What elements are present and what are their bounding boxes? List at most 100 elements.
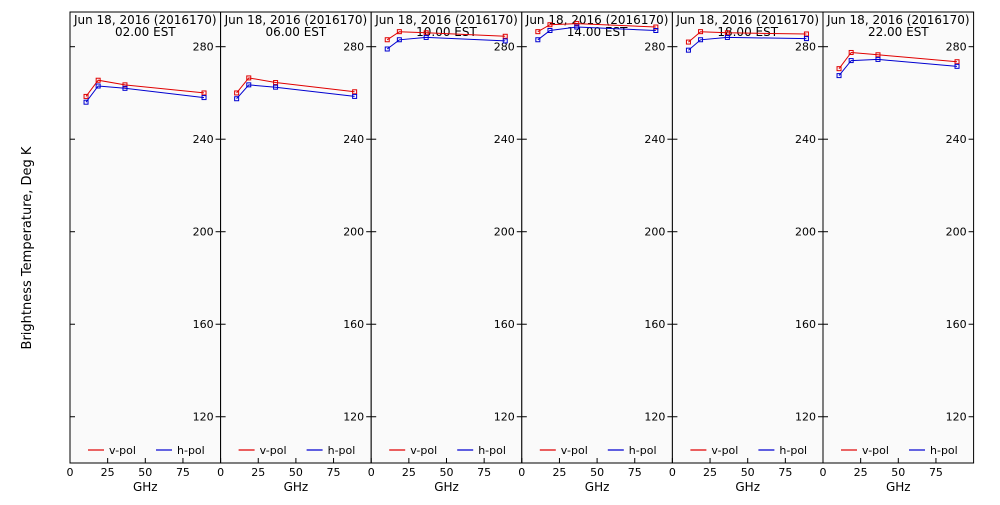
y-tick-label: 120: [795, 411, 816, 424]
panel-6: Jun 18, 2016 (2016170)22.00 EST 120 160 200…: [820, 11, 975, 494]
x-tick-label: 25: [854, 466, 868, 479]
data-point-h-pol: [95, 83, 101, 89]
y-tick-label: 120: [193, 411, 214, 424]
y-tick-label: 280: [494, 41, 515, 54]
data-point-h-pol: [685, 47, 691, 53]
series-line-h-pol: [537, 26, 656, 41]
panel-time: 06.00 EST: [266, 25, 327, 39]
data-point-h-pol: [848, 58, 854, 64]
data-point-h-pol: [875, 56, 881, 62]
data-point-v-pol: [122, 82, 128, 88]
data-point-v-pol: [273, 80, 279, 86]
x-tick-label: 0: [669, 466, 676, 479]
y-tick-label: 160: [946, 318, 967, 331]
panel-frame: [521, 11, 673, 464]
data-point-h-pol: [653, 28, 659, 34]
panel-frame: [822, 11, 975, 464]
x-tick-label: 50: [289, 466, 303, 479]
data-point-v-pol: [574, 21, 580, 27]
data-point-v-pol: [803, 31, 809, 37]
x-tick-label: 0: [518, 466, 525, 479]
x-axis-label: GHz: [434, 480, 459, 494]
legend-label-h-pol: h-pol: [629, 444, 657, 457]
data-point-v-pol: [423, 30, 429, 36]
x-tick-label: 50: [891, 466, 905, 479]
series-line-v-pol: [85, 79, 205, 97]
panel-time: 18.00 EST: [717, 25, 778, 39]
panel-time: 10.00 EST: [416, 25, 477, 39]
panel-1: Jun 18, 2016 (2016170)02.00 EST 120 160 200…: [67, 11, 222, 494]
data-point-h-pol: [535, 37, 541, 43]
x-tick-label: 75: [176, 466, 190, 479]
data-point-h-pol: [201, 95, 207, 101]
y-tick-label: 280: [644, 41, 665, 54]
y-tick-label: 200: [343, 226, 364, 239]
y-tick-label: 160: [644, 318, 665, 331]
data-point-v-pol: [724, 30, 730, 36]
series-line-h-pol: [386, 36, 506, 50]
legend-label-v-pol: v-pol: [260, 444, 287, 457]
data-point-v-pol: [396, 29, 402, 35]
legend-label-h-pol: h-pol: [779, 444, 807, 457]
series-line-h-pol: [688, 36, 807, 51]
data-point-v-pol: [547, 22, 553, 28]
x-tick-label: 25: [101, 466, 115, 479]
y-tick-label: 120: [946, 411, 967, 424]
series-line-h-pol: [85, 85, 205, 103]
y-axis-label: Brightness Temperature, Deg K: [20, 146, 35, 349]
data-point-v-pol: [836, 66, 842, 72]
x-tick-label: 25: [251, 466, 265, 479]
data-point-h-pol: [954, 63, 960, 69]
x-tick-label: 0: [820, 466, 827, 479]
panel-frame: [370, 11, 523, 464]
x-tick-label: 50: [590, 466, 604, 479]
x-axis-label: GHz: [133, 480, 158, 494]
data-point-v-pol: [83, 93, 89, 99]
data-point-h-pol: [698, 37, 704, 43]
legend-label-v-pol: v-pol: [109, 444, 136, 457]
panel-title: Jun 18, 2016 (2016170): [675, 13, 819, 27]
panel-4: Jun 18, 2016 (2016170)14.00 EST120160200…: [518, 11, 673, 494]
x-tick-label: 25: [402, 466, 416, 479]
series-line-h-pol: [838, 58, 958, 76]
x-tick-label: 0: [67, 466, 74, 479]
data-point-h-pol: [502, 38, 508, 44]
y-tick-label: 160: [193, 318, 214, 331]
x-axis-label: GHz: [735, 480, 760, 494]
panel-5: Jun 18, 2016 (2016170)18.00 EST 120 160 200…: [669, 11, 824, 494]
data-point-h-pol: [352, 93, 358, 99]
y-tick-label: 240: [644, 133, 665, 146]
data-point-v-pol: [352, 89, 358, 95]
legend-label-v-pol: v-pol: [561, 444, 588, 457]
x-tick-label: 25: [703, 466, 717, 479]
data-point-v-pol: [685, 39, 691, 45]
x-axis-label: GHz: [284, 480, 309, 494]
panel-frame: [671, 11, 824, 464]
legend-label-h-pol: h-pol: [478, 444, 506, 457]
x-axis-label: GHz: [886, 480, 911, 494]
data-point-h-pol: [396, 37, 402, 43]
x-tick-label: 75: [778, 466, 792, 479]
y-tick-label: 280: [193, 41, 214, 54]
panel-title: Jun 18, 2016 (2016170): [374, 13, 518, 27]
legend-label-h-pol: h-pol: [177, 444, 205, 457]
series-line-v-pol: [386, 31, 506, 41]
legend-label-v-pol: v-pol: [862, 444, 889, 457]
y-tick-label: 160: [795, 318, 816, 331]
series-line-v-pol: [688, 31, 807, 43]
y-tick-label: 240: [494, 133, 515, 146]
y-tick-label: 280: [946, 41, 967, 54]
series-line-v-pol: [838, 51, 958, 70]
data-point-h-pol: [122, 85, 128, 91]
panel-time: 22.00 EST: [868, 25, 929, 39]
y-tick-label: 280: [795, 41, 816, 54]
panel-title: Jun 18, 2016 (2016170): [525, 13, 669, 27]
y-tick-label: 120: [494, 411, 515, 424]
legend-label-h-pol: h-pol: [328, 444, 356, 457]
x-tick-label: 50: [741, 466, 755, 479]
x-tick-label: 0: [217, 466, 224, 479]
data-point-v-pol: [954, 59, 960, 65]
panel-title: Jun 18, 2016 (2016170): [826, 13, 970, 27]
y-tick-label: 240: [946, 133, 967, 146]
